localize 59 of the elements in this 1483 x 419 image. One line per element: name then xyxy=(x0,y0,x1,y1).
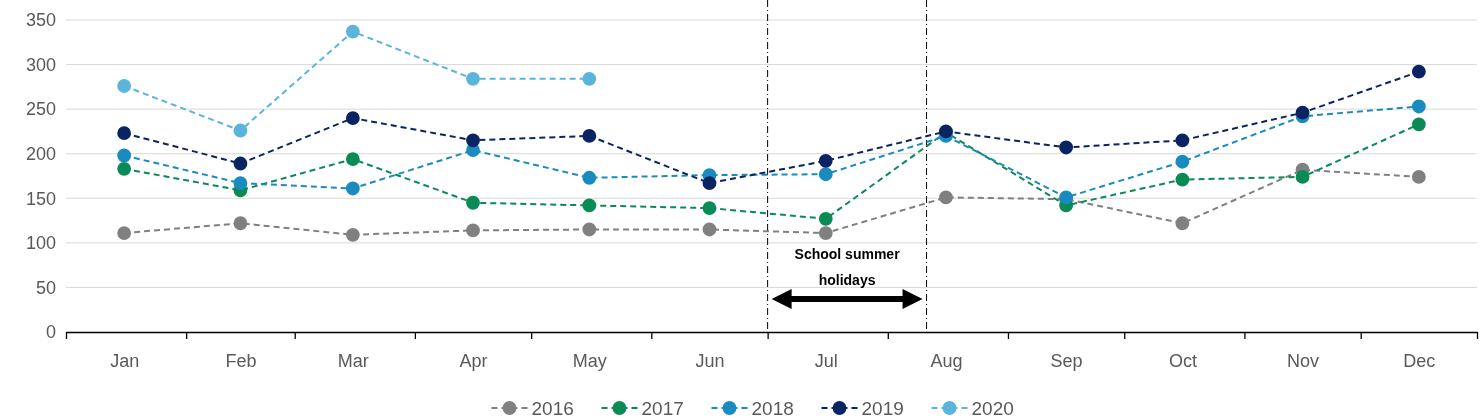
point xyxy=(1411,117,1426,132)
point xyxy=(1411,170,1426,184)
point xyxy=(582,128,597,143)
point xyxy=(1175,216,1190,231)
point xyxy=(466,71,480,86)
point xyxy=(345,24,360,39)
x-tick-label: Apr xyxy=(459,350,488,371)
point xyxy=(582,71,597,86)
point xyxy=(345,111,360,125)
point xyxy=(466,195,480,210)
point xyxy=(702,222,717,237)
point xyxy=(818,211,833,226)
point xyxy=(582,198,597,213)
point xyxy=(1175,133,1190,148)
x-tick-label: Feb xyxy=(225,350,257,371)
point xyxy=(1411,64,1426,79)
x-tick-label: Nov xyxy=(1287,350,1320,371)
y-tick-label: 350 xyxy=(25,10,56,31)
x-tick-label: Jul xyxy=(814,350,838,371)
y-tick-label: 200 xyxy=(25,143,56,164)
point xyxy=(466,223,480,238)
point xyxy=(939,190,953,205)
x-tick-label: Oct xyxy=(1168,350,1197,371)
legend-label: 2017 xyxy=(641,398,684,419)
x-tick-label: May xyxy=(572,350,607,371)
y-tick-label: 150 xyxy=(25,188,56,209)
y-tick-label: 100 xyxy=(25,233,56,254)
point xyxy=(702,201,717,215)
x-tick-label: Sep xyxy=(1050,350,1083,371)
legend-label: 2019 xyxy=(861,398,904,419)
point xyxy=(1411,99,1426,114)
legend-label: 2016 xyxy=(531,398,574,419)
y-tick-label: 300 xyxy=(25,54,56,75)
point xyxy=(345,227,360,242)
point xyxy=(582,222,597,237)
point xyxy=(345,181,360,196)
point xyxy=(466,133,480,148)
legend-label: 2018 xyxy=(751,398,794,419)
point xyxy=(345,152,360,166)
point xyxy=(818,226,833,240)
point xyxy=(1295,105,1310,120)
legend-label: 2020 xyxy=(971,398,1014,419)
point xyxy=(1059,140,1074,155)
y-tick-label: 0 xyxy=(45,322,56,343)
y-tick-label: 250 xyxy=(25,99,56,120)
x-tick-label: Dec xyxy=(1403,350,1436,371)
point xyxy=(1175,172,1190,187)
annotation: School summer holidays xyxy=(794,246,901,288)
point xyxy=(582,170,597,185)
point xyxy=(1175,154,1190,169)
point xyxy=(818,167,833,182)
x-tick-label: Mar xyxy=(337,350,369,371)
point xyxy=(1295,170,1310,184)
point xyxy=(702,176,717,191)
x-tick-label: Aug xyxy=(930,350,963,371)
point xyxy=(818,153,833,168)
x-tick-label: Jun xyxy=(695,350,725,371)
y-tick-label: 50 xyxy=(35,277,56,298)
x-tick-label: Jan xyxy=(110,350,140,371)
